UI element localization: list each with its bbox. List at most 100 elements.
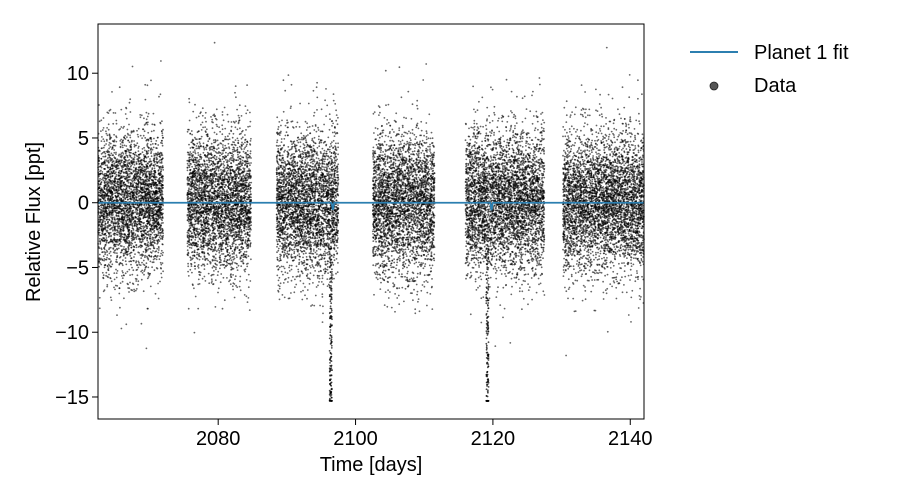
data-point: [246, 254, 248, 256]
data-point: [126, 166, 128, 168]
data-point: [130, 166, 132, 168]
data-point: [124, 208, 126, 210]
data-point: [233, 243, 235, 245]
data-point: [216, 119, 218, 121]
data-point: [120, 235, 122, 237]
data-point: [135, 260, 137, 262]
data-point: [128, 236, 130, 238]
data-point: [145, 164, 147, 166]
data-point: [122, 259, 124, 261]
data-point: [124, 189, 126, 191]
data-point: [121, 275, 123, 277]
data-point: [150, 229, 152, 231]
data-point: [200, 187, 202, 189]
data-point: [109, 142, 111, 144]
data-point: [107, 177, 109, 179]
data-point: [112, 162, 114, 164]
data-point: [115, 141, 117, 143]
data-point: [139, 241, 141, 243]
data-point: [142, 189, 144, 191]
data-point: [122, 140, 124, 142]
data-point: [149, 174, 151, 176]
data-point: [224, 299, 226, 301]
data-point: [112, 248, 114, 250]
data-point: [155, 250, 157, 252]
data-point: [130, 144, 132, 146]
data-point: [127, 160, 129, 162]
data-point: [101, 228, 103, 230]
data-point: [106, 187, 108, 189]
data-point: [161, 132, 163, 134]
data-point: [106, 257, 108, 259]
data-point: [138, 261, 140, 263]
data-point: [220, 273, 222, 275]
data-point: [108, 123, 110, 125]
data-point: [113, 287, 115, 289]
data-point: [130, 261, 132, 263]
data-point: [162, 167, 164, 169]
data-point: [101, 140, 103, 142]
data-point: [144, 137, 146, 139]
data-point: [106, 251, 108, 253]
data-point: [144, 230, 146, 232]
data-point: [121, 270, 123, 272]
data-point: [123, 188, 125, 190]
data-point: [162, 169, 164, 171]
data-point: [206, 163, 208, 165]
data-point: [135, 244, 137, 246]
data-point: [119, 211, 121, 213]
data-point: [120, 126, 122, 128]
data-point: [155, 215, 157, 217]
data-point: [154, 204, 156, 206]
data-point: [159, 159, 161, 161]
data-point: [250, 138, 252, 140]
data-point: [112, 180, 114, 182]
data-point: [134, 198, 136, 200]
data-point: [109, 138, 111, 140]
data-point: [124, 145, 126, 147]
data-point: [141, 114, 143, 116]
data-point: [136, 264, 138, 266]
data-point: [157, 223, 159, 225]
data-point: [121, 236, 123, 238]
data-point: [157, 162, 159, 164]
data-point: [244, 147, 246, 149]
data-point: [102, 208, 104, 210]
data-point: [138, 183, 140, 185]
data-point: [130, 242, 132, 244]
data-point: [131, 215, 133, 217]
data-point: [224, 176, 226, 178]
data-point: [108, 242, 110, 244]
data-point: [151, 171, 153, 173]
data-point: [104, 253, 106, 255]
data-point: [98, 194, 100, 196]
data-point: [157, 268, 159, 270]
data-point: [125, 168, 127, 170]
data-point: [162, 181, 164, 183]
data-point: [122, 166, 124, 168]
data-point: [146, 150, 148, 152]
data-point: [103, 140, 105, 142]
data-point: [200, 236, 202, 238]
data-point: [120, 193, 122, 195]
data-point: [191, 141, 193, 143]
data-point: [111, 160, 113, 162]
data-point: [115, 261, 117, 263]
data-point: [103, 213, 105, 215]
data-point: [132, 185, 134, 187]
data-point: [236, 267, 238, 269]
data-point: [237, 159, 239, 161]
data-point: [112, 210, 114, 212]
data-point: [142, 230, 144, 232]
data-point: [154, 269, 156, 271]
data-point: [125, 107, 127, 109]
data-point: [217, 271, 219, 273]
data-point: [146, 251, 148, 253]
data-point: [143, 210, 145, 212]
data-point: [118, 239, 120, 241]
data-point: [234, 278, 236, 280]
data-point: [121, 185, 123, 187]
data-point: [247, 263, 249, 265]
data-point: [125, 145, 127, 147]
data-point: [146, 247, 148, 249]
